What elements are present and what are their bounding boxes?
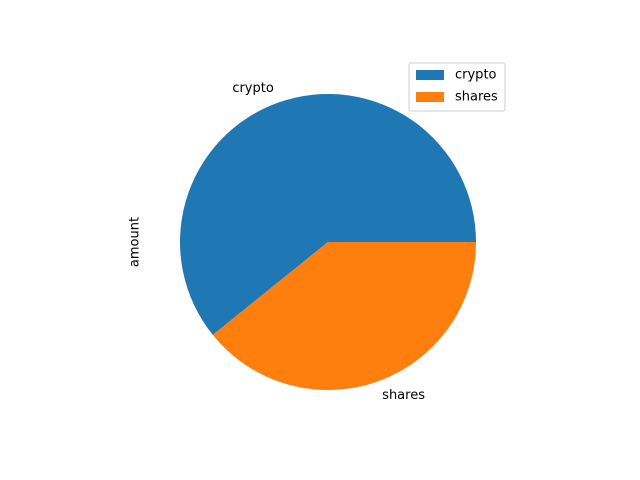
legend-label-shares: shares <box>455 90 498 105</box>
pie-slices <box>180 94 476 390</box>
pie-slice-labels: crypto shares <box>232 81 425 403</box>
legend: crypto shares <box>408 62 506 112</box>
slice-label-shares: shares <box>382 388 425 403</box>
legend-label-crypto: crypto <box>455 68 497 83</box>
pie-slice-crypto <box>180 94 476 335</box>
y-axis-label: amount <box>128 217 143 267</box>
legend-items: crypto shares <box>416 68 498 105</box>
pie-slice-shares <box>212 242 476 390</box>
legend-swatch-shares <box>416 92 444 102</box>
slice-label-crypto: crypto <box>232 81 274 96</box>
legend-swatch-crypto <box>416 70 444 80</box>
